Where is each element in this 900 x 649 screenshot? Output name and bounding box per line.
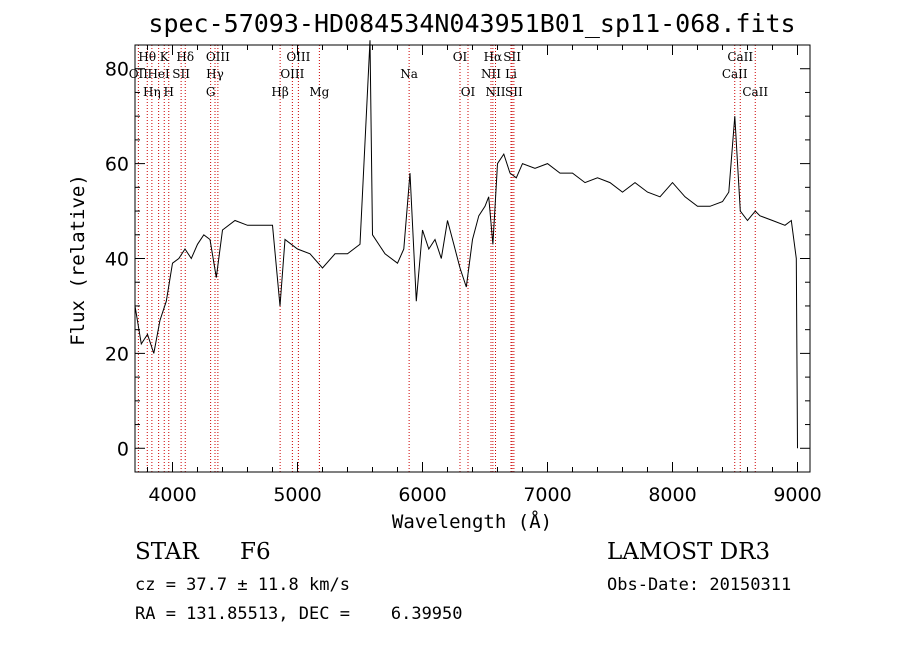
line-label: OII xyxy=(129,67,149,81)
line-label: OI xyxy=(453,50,468,64)
line-label: OI xyxy=(461,85,476,99)
plot-frame xyxy=(134,44,811,473)
y-tick-label: 60 xyxy=(105,154,129,176)
object-subclass: F6 xyxy=(240,539,271,565)
x-tick-label: 5000 xyxy=(273,484,321,506)
line-label: Hα xyxy=(484,50,503,64)
x-tick-label: 6000 xyxy=(398,484,446,506)
y-tick-label: 40 xyxy=(105,249,129,271)
line-label: H xyxy=(164,85,174,99)
survey-name: LAMOST DR3 xyxy=(607,539,770,565)
coordinates: RA = 131.85513, DEC = 6.39950 xyxy=(135,604,463,624)
line-label: Na xyxy=(400,67,418,81)
line-label: SII xyxy=(503,50,521,64)
x-axis: 4000 5000 6000 7000 8000 9000 xyxy=(147,45,822,506)
y-tick-label: 80 xyxy=(105,59,129,81)
obs-date: Obs-Date: 20150311 xyxy=(607,575,791,595)
x-tick-label: 9000 xyxy=(773,484,821,506)
x-tick-label: 7000 xyxy=(523,484,571,506)
line-label: Hβ xyxy=(271,85,288,99)
y-axis: 0 20 40 60 80 xyxy=(105,44,810,473)
line-label: Li xyxy=(505,67,517,81)
line-label: Hη xyxy=(143,85,161,99)
line-label: Hγ xyxy=(206,67,224,81)
y-tick-label: 0 xyxy=(117,438,129,460)
line-label: OIII xyxy=(206,50,230,64)
line-label: OIII xyxy=(280,67,304,81)
line-label: CaII xyxy=(727,50,753,64)
x-tick-label: 4000 xyxy=(148,484,196,506)
object-class: STAR xyxy=(135,539,199,565)
x-tick-label: 8000 xyxy=(648,484,696,506)
line-label: SII xyxy=(505,85,523,99)
line-label: SII xyxy=(172,67,190,81)
spectrum-line xyxy=(134,40,798,449)
line-label: Hθ xyxy=(138,50,156,64)
line-label: Hδ xyxy=(176,50,194,64)
line-label: HeI xyxy=(147,67,170,81)
line-label: CaII xyxy=(722,67,748,81)
line-label: G xyxy=(206,85,216,99)
line-label: NII xyxy=(486,85,506,99)
emission-line-markers xyxy=(137,45,756,472)
y-axis-label: Flux (relative) xyxy=(67,174,89,346)
line-label: NII xyxy=(481,67,501,81)
redshift-value: cz = 37.7 ± 11.8 km/s xyxy=(135,575,350,595)
line-label: Mg xyxy=(309,85,329,99)
line-label: CaII xyxy=(742,85,768,99)
chart-title: spec-57093-HD084534N043951B01_sp11-068.f… xyxy=(148,9,795,38)
y-tick-label: 20 xyxy=(105,343,129,365)
line-label: K xyxy=(160,50,170,64)
x-axis-label: Wavelength (Å) xyxy=(392,510,552,533)
line-label: OIII xyxy=(286,50,310,64)
